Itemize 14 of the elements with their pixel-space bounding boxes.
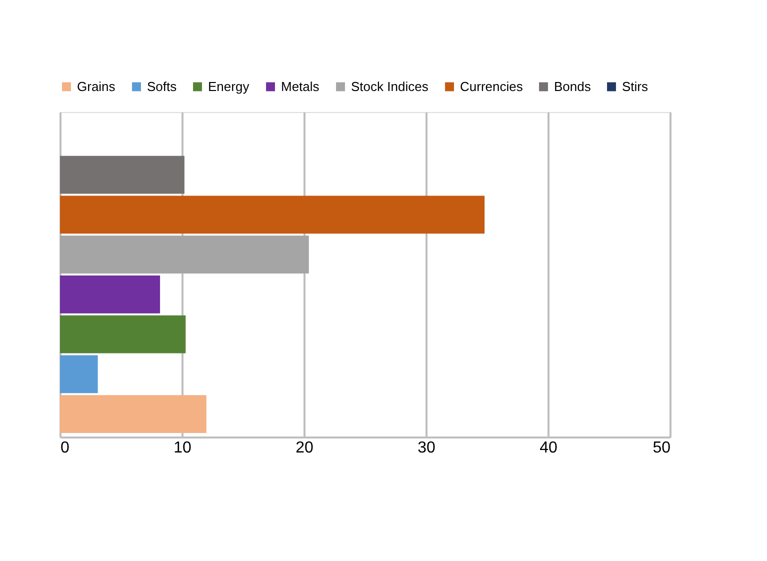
legend-label: Softs <box>147 78 178 94</box>
legend-label: Bonds <box>554 78 592 94</box>
legend-label: Stock Indices <box>351 78 429 94</box>
legend-label: Stirs <box>622 78 648 94</box>
x-tick-label: 50 <box>652 440 671 456</box>
x-tick-label: 40 <box>540 440 558 456</box>
x-tick-label: 10 <box>174 440 192 456</box>
x-tick-label: 0 <box>60 440 70 456</box>
x-tick-label: 30 <box>418 440 436 456</box>
legend-label: Grains <box>77 78 116 94</box>
legend-label: Metals <box>281 78 320 94</box>
x-tick-label: 20 <box>296 440 314 456</box>
legend-label: Energy <box>208 78 250 94</box>
legend-label: Currencies <box>460 78 524 94</box>
